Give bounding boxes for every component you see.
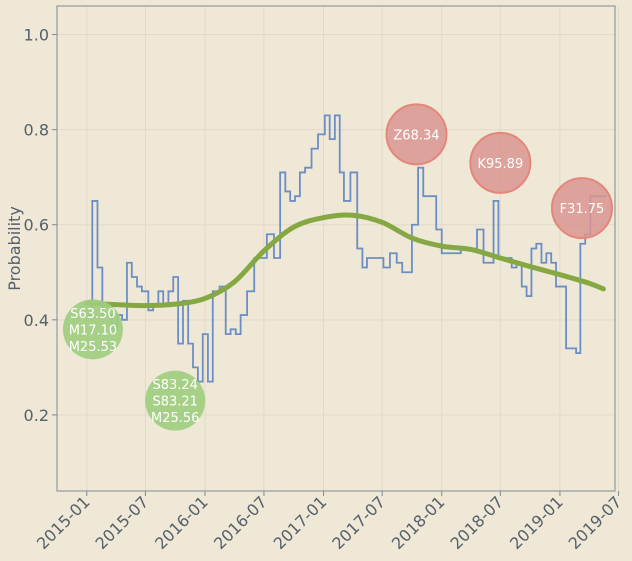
y-tick-label: 0.8 [24,121,49,140]
annotation-label: K95.89 [477,157,523,172]
annotation-label: F31.75 [560,202,605,217]
series-layer [84,114,607,383]
annotation-label: S63.50 [70,307,115,322]
x-tick-label: 2017-07 [328,492,389,553]
annotation-bubble: K95.89 [469,131,532,194]
annotation-bubble: F31.75 [550,177,613,240]
y-axis-label: Probability [5,206,24,291]
annotation-label: M17.10 [69,323,117,338]
x-tick-label: 2015-01 [33,492,94,553]
annotation-circle [145,370,206,431]
annotation-circle [550,177,613,240]
x-tick-label: 2018-01 [388,492,449,553]
x-tick-label: 2016-01 [151,492,212,553]
x-tick-label: 2018-07 [446,492,507,553]
annotation-circle [62,299,123,360]
x-tick-label: 2015-07 [92,492,153,553]
x-tick-label: 2019-01 [506,492,567,553]
annotation-label: M25.53 [69,340,117,355]
plot-frame [56,5,616,492]
y-tick-label: 0.4 [24,311,49,330]
y-tick-label: 0.6 [24,216,49,235]
y-axis: 0.2 0.4 0.6 0.8 1.0 [24,26,57,425]
x-axis: 2015-012015-072016-012016-072017-012017-… [33,491,625,553]
annotation-label: M25.56 [151,411,199,426]
annotation-bubble: Z68.34 [385,103,448,166]
x-tick-label: 2019-07 [565,492,626,553]
annotation-circle [385,103,448,166]
annotation-label: S83.21 [152,395,197,410]
trend-series-line [84,212,606,309]
y-tick-label: 0.2 [24,406,49,425]
annotation-circle [469,131,532,194]
annotation-label: Z68.34 [393,128,439,143]
annotation-label: S83.24 [152,378,197,393]
x-tick-label: 2016-07 [210,492,271,553]
x-tick-label: 2017-01 [270,492,331,553]
y-tick-label: 1.0 [24,26,49,45]
grid [57,6,620,491]
